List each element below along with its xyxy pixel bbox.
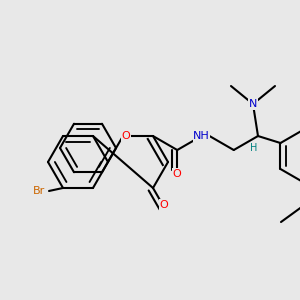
Text: O: O (173, 169, 182, 179)
Text: NH: NH (193, 131, 210, 141)
Text: O: O (122, 131, 130, 141)
Text: O: O (160, 200, 168, 210)
Text: Br: Br (33, 186, 45, 196)
Text: N: N (249, 99, 257, 109)
Text: H: H (250, 143, 258, 153)
